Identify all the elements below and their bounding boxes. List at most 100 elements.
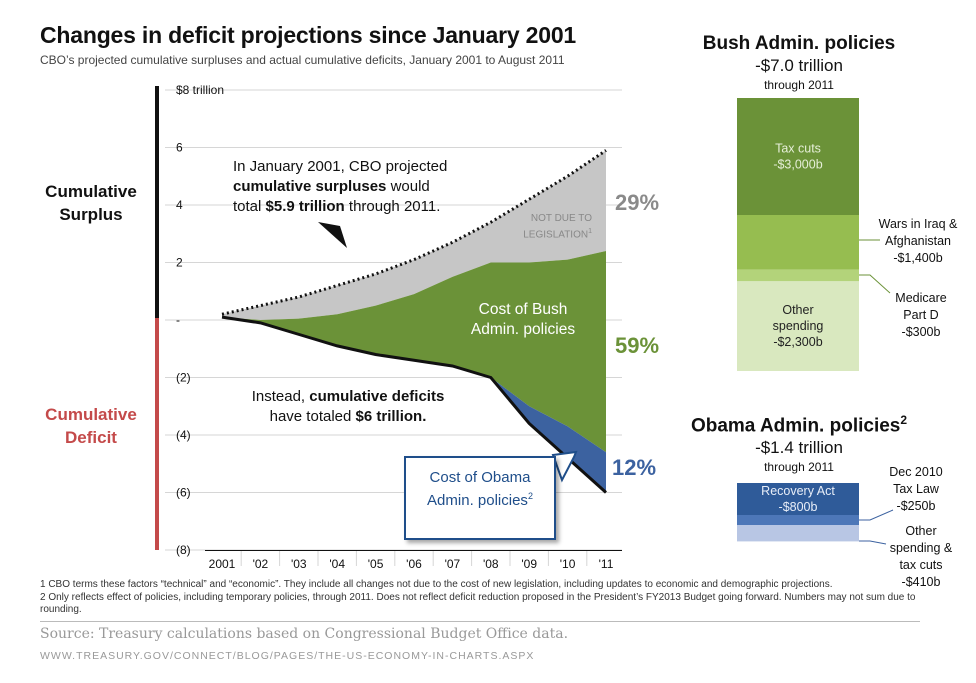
footnote-2: 2 Only reflects effect of policies, incl… xyxy=(40,591,916,616)
not-due-sup: 1 xyxy=(588,228,592,235)
tax-law-leader xyxy=(859,509,894,521)
other-spending-label: tax cuts xyxy=(899,558,942,572)
tax-law-label: -$250b xyxy=(897,499,936,513)
medicare-label: -$300b xyxy=(902,325,941,339)
obama-panel-title-text: Obama Admin. policies xyxy=(690,415,901,437)
pct-obama: 12% xyxy=(612,455,657,480)
deficit-side-bar xyxy=(155,318,159,550)
projection-line1: In January 2001, CBO projected xyxy=(233,158,448,175)
wars-label: -$1,400b xyxy=(893,251,942,265)
segment-label: Other xyxy=(782,303,813,317)
bar-segment xyxy=(737,215,859,270)
medicare-label: Medicare xyxy=(895,291,946,305)
obama-panel-title: Obama Admin. policies2 xyxy=(668,413,930,437)
tax-law-label: Tax Law xyxy=(893,482,940,496)
cumulative-deficit-label: Cumulative Deficit xyxy=(45,405,137,447)
wars-label: Wars in Iraq & xyxy=(879,217,958,231)
x-tick-label: '02 xyxy=(253,557,269,571)
pct-bush: 59% xyxy=(615,333,660,358)
segment-label: -$3,000b xyxy=(773,158,822,172)
y-tick-label: (8) xyxy=(176,543,191,557)
chart-title: Changes in deficit projections since Jan… xyxy=(40,22,577,48)
segment-label: spending xyxy=(773,319,824,333)
cumulative-surplus-label: Cumulative Surplus xyxy=(45,182,137,224)
obama-cost-callout: Cost of Obama Admin. policies2 xyxy=(404,456,556,540)
x-tick-label: '06 xyxy=(406,557,422,571)
bush-panel-total: -$7.0 trillion xyxy=(755,56,843,75)
y-tick-label: (6) xyxy=(176,486,191,500)
bar-segment xyxy=(737,525,859,542)
x-tick-label: '09 xyxy=(521,557,537,571)
bar-segment xyxy=(737,269,859,282)
other-spending-leader xyxy=(859,540,887,545)
projection-line2-rest: would xyxy=(386,178,430,195)
source-note: Source: Treasury calculations based on C… xyxy=(40,626,569,642)
deficit-line2-bold: $6 trillion. xyxy=(355,408,427,425)
pct-not-due: 29% xyxy=(615,190,660,215)
y-tick-label: (4) xyxy=(176,428,191,442)
other-spending-label: -$410b xyxy=(902,575,941,589)
footer-divider xyxy=(40,621,920,622)
x-tick-label: '05 xyxy=(368,557,384,571)
bar-segment xyxy=(737,515,859,525)
segment-label: Recovery Act xyxy=(761,484,835,498)
not-due-area xyxy=(222,150,606,320)
obama-panel-title-sup: 2 xyxy=(900,413,908,427)
projection-line3-a: total xyxy=(233,198,266,215)
obama-panel-total: -$1.4 trillion xyxy=(755,438,843,457)
surplus-side-bar xyxy=(155,86,159,318)
segment-label: -$800b xyxy=(779,500,818,514)
projection-line3-bold: $5.9 trillion xyxy=(265,198,345,215)
y-tick-label: - xyxy=(176,313,180,327)
not-due-line2: LEGISLATION xyxy=(523,229,589,241)
y-tick-label: 4 xyxy=(176,198,183,212)
bush-panel-title: Bush Admin. policies xyxy=(702,33,896,54)
segment-label: -$2,300b xyxy=(773,335,822,349)
other-spending-label: spending & xyxy=(890,541,953,555)
footnotes: 1 CBO terms these factors “technical” an… xyxy=(40,579,920,617)
wars-label: Afghanistan xyxy=(885,234,951,248)
not-due-annotation: NOT DUE TO LEGISLATION1 xyxy=(480,212,592,241)
deficit-line2-a: have totaled xyxy=(269,408,356,425)
medicare-label: Part D xyxy=(903,308,938,322)
x-tick-label: '03 xyxy=(291,557,307,571)
bar-segment xyxy=(737,98,859,215)
x-tick-label: '07 xyxy=(445,557,461,571)
medicare-leader xyxy=(859,274,891,294)
deficit-annotation: Instead, cumulative deficits have totale… xyxy=(228,387,468,427)
deficit-line1-a: Instead, xyxy=(251,388,310,405)
not-due-line1: NOT DUE TO xyxy=(530,213,592,224)
projected-surplus-line xyxy=(221,149,607,316)
source-url: WWW.TREASURY.GOV/CONNECT/BLOG/PAGES/THE-… xyxy=(40,650,535,662)
deficit-line1-bold: cumulative deficits xyxy=(309,388,445,405)
bar-segment xyxy=(737,281,859,371)
x-tick-label: '04 xyxy=(329,557,345,571)
projection-annotation: In January 2001, CBO projected cumulativ… xyxy=(233,157,483,217)
bush-panel-period: through 2011 xyxy=(764,78,834,92)
x-tick-label: '08 xyxy=(483,557,499,571)
y-tick-label: $8 trillion xyxy=(176,83,224,97)
projection-bold: cumulative surpluses xyxy=(233,178,387,195)
bush-cost-area xyxy=(222,251,606,453)
y-tick-label: 6 xyxy=(176,141,183,155)
tax-law-label: Dec 2010 xyxy=(889,465,943,479)
bush-cost-label: Cost of Bush Admin. policies xyxy=(470,301,576,338)
x-tick-label: 2001 xyxy=(209,557,236,571)
chart-subtitle: CBO’s projected cumulative surpluses and… xyxy=(40,53,565,67)
projection-line3-b: through 2011. xyxy=(344,198,441,215)
bar-segment xyxy=(737,483,859,515)
obama-cost-sup: 2 xyxy=(527,491,533,501)
footnote-1: 1 CBO terms these factors “technical” an… xyxy=(40,579,833,590)
x-tick-label: '10 xyxy=(560,557,576,571)
other-spending-label: Other xyxy=(905,524,936,538)
segment-label: Tax cuts xyxy=(775,142,821,156)
y-tick-label: (2) xyxy=(176,371,191,385)
x-tick-label: '11 xyxy=(599,557,614,571)
obama-panel-period: through 2011 xyxy=(764,460,834,474)
obama-cost-label: Cost of Obama Admin. policies xyxy=(427,469,531,509)
y-tick-label: 2 xyxy=(176,256,183,270)
